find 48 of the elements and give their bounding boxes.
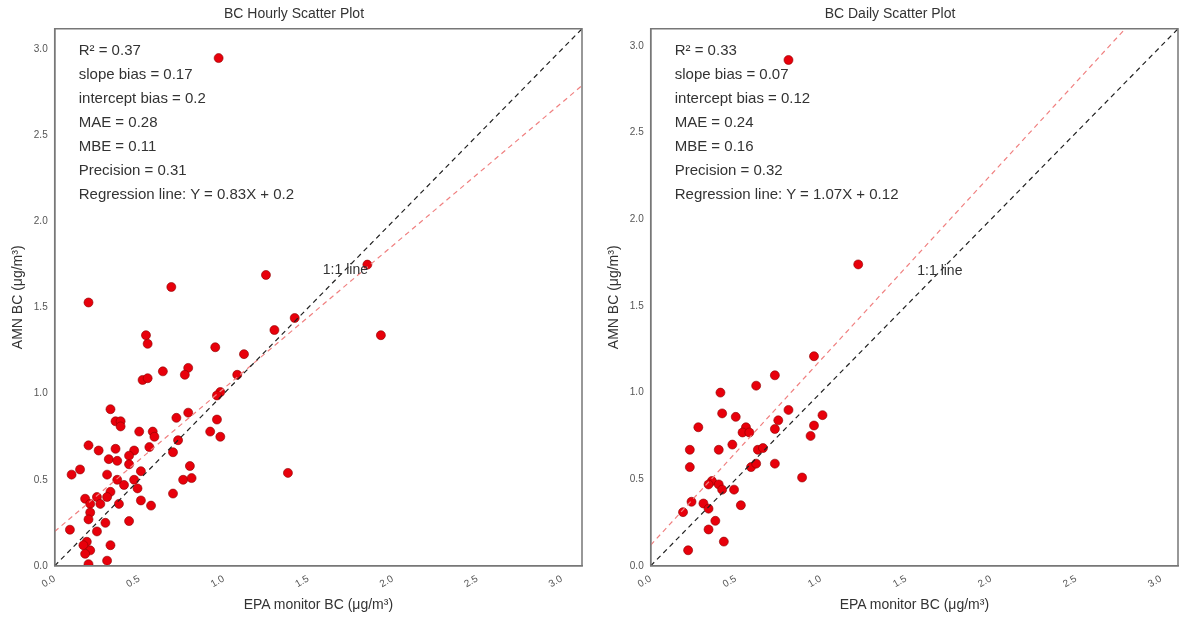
y-tick-label: 0.0	[33, 559, 49, 571]
chart-title: BC Daily Scatter Plot	[824, 5, 956, 22]
chart-title: BC Hourly Scatter Plot	[223, 5, 365, 22]
annotation: 1:1 line	[322, 260, 369, 277]
annotation: MBE = 0.11	[78, 136, 157, 154]
x-tick-label: 2.0	[377, 572, 396, 590]
x-tick-label: 3.0	[1145, 572, 1164, 590]
y-axis-title: AMN BC (μg/m³)	[605, 245, 622, 350]
x-tick-label: 1.0	[208, 572, 227, 590]
annotation: Precision = 0.31	[78, 160, 187, 178]
annotation: MBE = 0.16	[674, 136, 754, 154]
x-tick-label: 0.5	[124, 572, 142, 590]
annotation: MAE = 0.28	[78, 112, 158, 130]
annotation: intercept bias = 0.12	[674, 88, 811, 106]
annotation: R² = 0.37	[78, 40, 141, 58]
y-axis-title: AMN BC (μg/m³)	[9, 245, 26, 350]
y-tick-label: 2.0	[629, 213, 645, 225]
y-tick-label: 3.0	[33, 43, 49, 55]
y-tick-label: 1.5	[629, 299, 645, 311]
y-tick-label: 1.0	[33, 387, 49, 399]
annotation: slope bias = 0.17	[78, 64, 193, 82]
y-tick-label: 2.5	[629, 126, 645, 138]
annotation: Regression line: Y = 0.83X + 0.2	[78, 184, 295, 202]
x-tick-label: 1.0	[805, 572, 824, 590]
x-axis-title: EPA monitor BC (μg/m³)	[243, 596, 394, 613]
x-tick-label: 2.0	[975, 572, 994, 590]
x-tick-label: 0.5	[720, 572, 739, 590]
x-tick-label: 1.5	[890, 572, 909, 590]
x-tick-label: 2.5	[462, 572, 480, 590]
y-tick-label: 2.0	[33, 215, 49, 227]
x-axis-title: EPA monitor BC (μg/m³)	[839, 596, 990, 613]
annotation: MAE = 0.24	[674, 112, 754, 130]
y-tick-label: 1.5	[33, 301, 49, 313]
y-tick-label: 0.5	[629, 472, 645, 484]
annotation: Precision = 0.32	[674, 160, 783, 178]
annotation: Regression line: Y = 1.07X + 0.12	[674, 184, 899, 202]
annotation: 1:1 line	[917, 262, 963, 279]
y-tick-label: 3.0	[629, 39, 645, 51]
x-tick-label: 3.0	[546, 572, 565, 590]
y-tick-label: 0.5	[33, 473, 49, 485]
annotation: intercept bias = 0.2	[78, 88, 206, 106]
x-tick-label: 2.5	[1060, 572, 1079, 590]
y-tick-label: 2.5	[33, 129, 49, 141]
annotation: R² = 0.33	[674, 40, 737, 58]
x-tick-label: 1.5	[293, 572, 311, 590]
y-tick-label: 1.0	[629, 386, 645, 398]
annotation: slope bias = 0.07	[674, 64, 789, 82]
y-tick-label: 0.0	[629, 559, 645, 571]
